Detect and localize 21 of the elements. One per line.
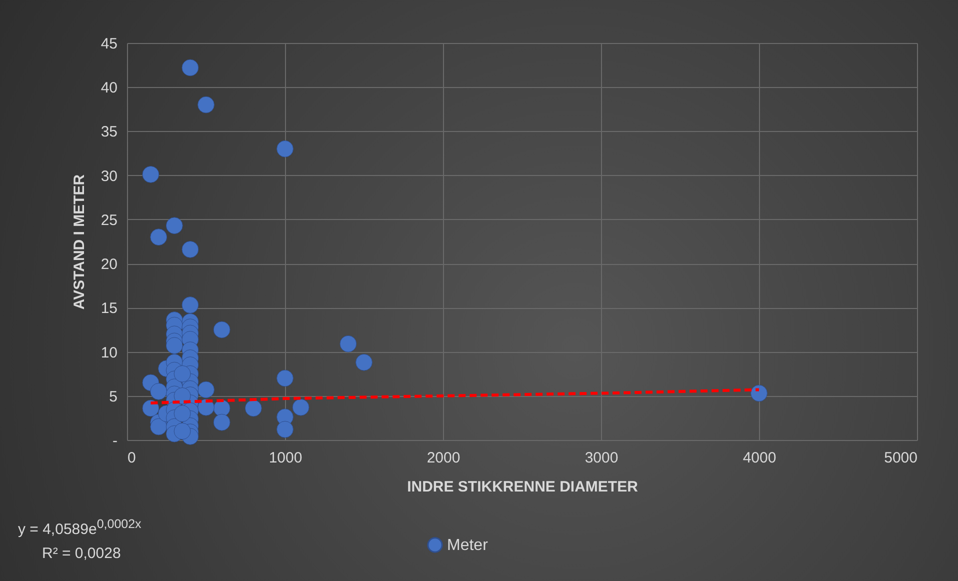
x-tick-label: 5000 — [884, 450, 918, 466]
x-axis-title: INDRE STIKKRENNE DIAMETER — [407, 478, 638, 496]
x-tick-label: 3000 — [584, 450, 618, 466]
y-tick-label: 40 — [100, 80, 118, 97]
text: y = 4,0589e$^{0,0002x}$ — [18, 516, 142, 540]
x-tick-label: 0 — [128, 450, 136, 466]
y-tick-label: 20 — [100, 256, 118, 274]
y-tick-label: 25 — [100, 212, 118, 229]
x-tick-label: 4000 — [742, 450, 776, 466]
y-tick-label: 15 — [100, 300, 118, 318]
y-axis-title: AVSTAND I METER — [70, 174, 88, 310]
y-tick-label: 10 — [100, 344, 118, 362]
legend-label: Meter — [447, 537, 489, 554]
x-tick-label: 1000 — [268, 450, 302, 466]
y-tick-label: 35 — [100, 124, 118, 141]
y-tick-label: 30 — [100, 168, 118, 185]
x-tick-label: 2000 — [426, 450, 460, 466]
y-tick-label: 45 — [100, 36, 118, 52]
text: R² = 0,0028 — [41, 544, 122, 564]
y-tick-label: 5 — [109, 388, 118, 406]
y-tick-label: - — [112, 432, 118, 450]
